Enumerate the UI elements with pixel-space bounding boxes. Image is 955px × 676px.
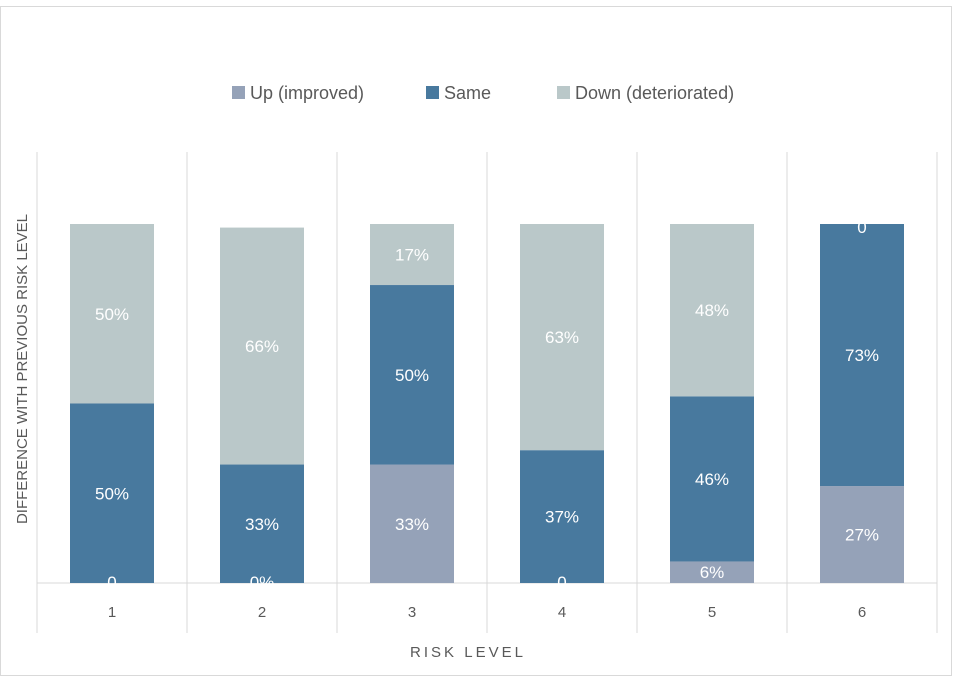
legend-label: Down (deteriorated): [575, 83, 734, 103]
data-label: 48%: [695, 301, 729, 320]
data-label: 50%: [95, 305, 129, 324]
x-tick-label: 1: [108, 604, 116, 621]
data-label: 0%: [250, 573, 275, 592]
x-tick-label: 2: [258, 604, 266, 621]
legend-label: Up (improved): [250, 83, 364, 103]
legend-swatch: [232, 86, 245, 99]
x-tick-label: 3: [408, 604, 416, 621]
legend-entry: Up (improved): [232, 83, 364, 103]
bar-segment: [220, 464, 304, 583]
bar-segment: [70, 403, 154, 583]
x-axis-label: RISK LEVEL: [410, 644, 526, 661]
legend-entry: Same: [426, 83, 491, 103]
bar-segment: [520, 224, 604, 451]
legend-entry: Down (deteriorated): [557, 83, 734, 103]
data-label: 0: [857, 218, 866, 237]
gridlines: [36, 152, 938, 633]
bar-segment: [370, 224, 454, 286]
data-label: 46%: [695, 470, 729, 489]
bar-segment: [70, 224, 154, 404]
x-tick-labels: 1 2 3 4 5 6: [108, 604, 866, 621]
x-tick-label: 4: [558, 604, 566, 621]
legend-label: Same: [444, 83, 491, 103]
x-tick-label: 5: [708, 604, 716, 621]
x-tick-label: 6: [858, 604, 866, 621]
bar-segment: [670, 224, 754, 397]
bar-segment: [520, 450, 604, 583]
bar-segment: [820, 224, 904, 487]
bar-segment: [220, 227, 304, 465]
data-label: 50%: [95, 484, 129, 503]
legend-swatch: [557, 86, 570, 99]
bar-segment: [670, 396, 754, 562]
data-label: 66%: [245, 337, 279, 356]
data-label: 0: [557, 573, 566, 592]
bar-segment: [370, 285, 454, 465]
data-label: 17%: [395, 246, 429, 265]
bar-segment: [670, 561, 754, 583]
legend: Up (improved) Same Down (deteriorated): [232, 83, 734, 103]
data-label: 50%: [395, 366, 429, 385]
data-label: 33%: [245, 515, 279, 534]
data-label: 27%: [845, 526, 879, 545]
data-label: 37%: [545, 508, 579, 527]
y-axis-label: DIFFERENCE WITH PREVIOUS RISK LEVEL: [14, 214, 31, 524]
bar-segment: [820, 486, 904, 583]
data-label: 0: [107, 573, 116, 592]
data-label: 6%: [700, 563, 725, 582]
data-label: 73%: [845, 346, 879, 365]
legend-swatch: [426, 86, 439, 99]
bar-segment: [370, 464, 454, 583]
bars: [70, 224, 904, 583]
data-label: 63%: [545, 328, 579, 347]
data-label: 33%: [395, 515, 429, 534]
data-labels: 0 50% 50% 0% 33% 66% 33% 50% 17% 0 37% 63% 6% 46% 48% 2…: [95, 218, 879, 592]
